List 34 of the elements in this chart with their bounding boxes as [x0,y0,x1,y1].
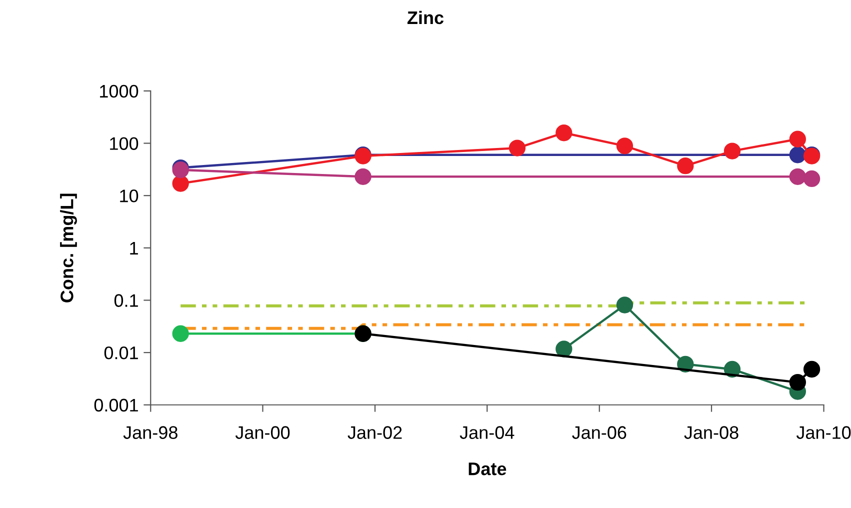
point [789,168,806,185]
point [556,124,572,142]
x-tick-label: Jan-08 [684,426,738,439]
y-tick-label: 0.001 [94,398,138,412]
point [789,374,806,391]
x-tick-label: Jan-04 [460,426,514,439]
point [616,138,634,154]
y-tick-label: 1 [130,242,138,254]
x-tick-label: Jan-98 [123,426,178,439]
chart-title: Zinc [407,10,444,24]
y-tick-label: 0.01 [104,346,138,360]
point [803,360,820,378]
y-tick-label: 1000 [100,84,138,98]
point [172,325,189,342]
point [354,168,372,185]
x-axis-title: Date [468,462,506,476]
point [508,140,526,156]
point [789,130,806,148]
y-axis-title: Conc. [mg/L] [60,194,77,302]
x-tick-label: Jan-02 [348,426,402,439]
point [172,175,189,192]
point [677,158,694,174]
point [172,162,189,178]
y-tick-label: 100 [110,137,138,150]
y-tick-label: 10 [120,190,138,202]
x-tick-label: Jan-10 [796,426,851,439]
x-tick-label: Jan-00 [235,426,290,439]
point [803,170,820,188]
y-tick-label: 0.1 [114,294,138,307]
x-tick-label: Jan-06 [572,426,626,439]
point [616,296,634,314]
point [556,340,572,358]
point [724,142,741,160]
point [789,146,806,164]
